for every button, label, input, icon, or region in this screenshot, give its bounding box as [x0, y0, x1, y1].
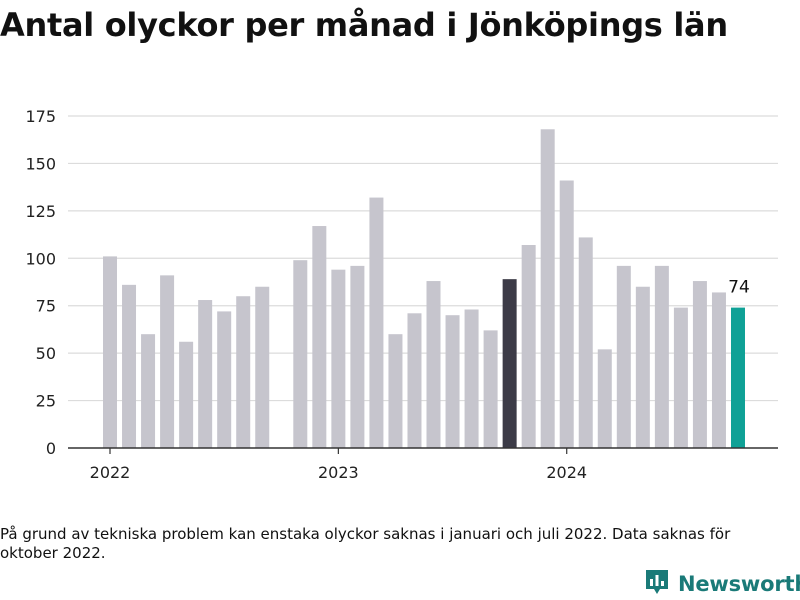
bar-2023-05: [407, 313, 422, 448]
bar-2022-11: [293, 260, 308, 448]
bar-2024-07: [673, 307, 688, 448]
y-tick-label: 25: [36, 392, 56, 411]
bar-2022-12: [312, 226, 327, 448]
chart-title: Antal olyckor per månad i Jönköpings län: [0, 6, 728, 44]
x-tick-label: 2023: [318, 463, 359, 482]
x-axis: 2022 2023 2024: [68, 447, 778, 482]
y-tick-label: 150: [25, 154, 56, 173]
bar-2023-11: [521, 245, 536, 448]
bar-2024-08: [692, 281, 707, 448]
bar-2024-05: [635, 286, 650, 448]
bar-2023-01: [331, 269, 346, 448]
bar-2023-07: [445, 315, 460, 448]
y-tick-label: 100: [25, 249, 56, 268]
bar-2023-03: [369, 197, 384, 448]
bars: [103, 129, 745, 448]
bar-2024-09: [711, 292, 726, 448]
y-tick-label: 75: [36, 297, 56, 316]
footnote: På grund av tekniska problem kan enstaka…: [0, 525, 731, 562]
bar-2023-12: [540, 129, 555, 448]
bar-2022-06: [198, 300, 213, 448]
bar-2024-01: [559, 180, 574, 448]
bar-2023-10: [502, 279, 517, 448]
bar-2024-04: [616, 265, 631, 448]
bar-2023-04: [388, 334, 403, 448]
brand-name: Newsworthy: [678, 572, 800, 596]
bar-2024-10: [730, 307, 745, 448]
bar-2024-06: [654, 265, 669, 448]
bar-2023-06: [426, 281, 441, 448]
bar-2022-02: [122, 284, 137, 448]
bar-2022-03: [141, 334, 156, 448]
brand-logo[interactable]: Newsworthy: [644, 568, 800, 600]
gridlines: [68, 115, 778, 402]
y-tick-label: 0: [46, 439, 56, 458]
bar-2022-09: [255, 286, 270, 448]
bar-2023-08: [464, 309, 479, 448]
y-tick-label: 125: [25, 202, 56, 221]
bar-2022-01: [103, 256, 117, 448]
y-tick-label: 50: [36, 344, 56, 363]
y-tick-label: 175: [25, 107, 56, 126]
bar-2023-09: [483, 330, 498, 448]
bar-chart: 0 25 50 75 100 125 150 175 74 2022 2023 2024: [25, 107, 778, 482]
bar-2022-08: [236, 296, 251, 448]
x-tick-label: 2022: [90, 463, 131, 482]
bar-2024-02: [578, 237, 593, 448]
data-label: 74: [728, 278, 750, 298]
data-labels: 74: [728, 278, 750, 298]
bar-2024-03: [597, 349, 612, 448]
bar-2022-04: [160, 275, 175, 448]
y-axis-ticks: 0 25 50 75 100 125 150 175: [25, 107, 56, 458]
newsworthy-logo-icon: [644, 568, 670, 600]
x-tick-label: 2024: [546, 463, 587, 482]
bar-2023-02: [350, 265, 365, 448]
bar-2022-05: [179, 341, 194, 448]
bar-2022-07: [217, 311, 232, 448]
